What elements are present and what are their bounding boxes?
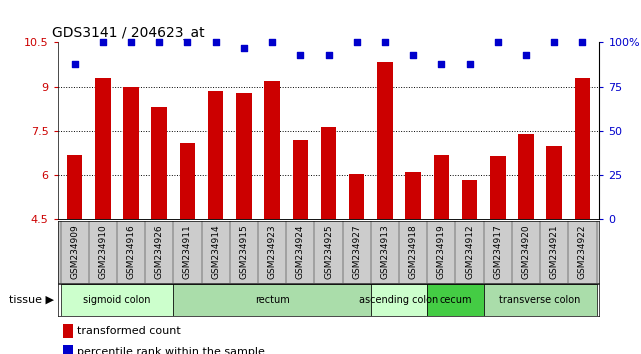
- Bar: [320, 127, 337, 219]
- Text: percentile rank within the sample: percentile rank within the sample: [77, 347, 265, 354]
- Bar: [151, 107, 167, 219]
- Text: GSM234916: GSM234916: [126, 224, 135, 279]
- Bar: [574, 78, 590, 219]
- Point: [352, 40, 362, 45]
- Bar: [60, 284, 173, 316]
- Bar: [173, 284, 371, 316]
- Point: [521, 52, 531, 58]
- Text: GSM234918: GSM234918: [409, 224, 418, 279]
- Bar: [179, 143, 196, 219]
- Bar: [123, 87, 139, 219]
- Bar: [546, 146, 562, 219]
- Bar: [377, 62, 393, 219]
- Bar: [490, 156, 506, 219]
- Text: GSM234925: GSM234925: [324, 224, 333, 279]
- Point: [465, 61, 475, 67]
- Point: [578, 40, 588, 45]
- Point: [69, 61, 79, 67]
- Bar: [518, 134, 534, 219]
- Text: GSM234921: GSM234921: [550, 224, 559, 279]
- Point: [493, 40, 503, 45]
- Point: [238, 45, 249, 51]
- Bar: [208, 91, 224, 219]
- Text: GSM234926: GSM234926: [154, 224, 163, 279]
- Bar: [236, 93, 252, 219]
- Text: GSM234911: GSM234911: [183, 224, 192, 279]
- Text: GDS3141 / 204623_at: GDS3141 / 204623_at: [53, 26, 205, 40]
- Bar: [371, 284, 428, 316]
- Bar: [462, 180, 478, 219]
- Text: GSM234914: GSM234914: [211, 224, 220, 279]
- Point: [182, 40, 192, 45]
- Point: [437, 61, 447, 67]
- Bar: [349, 174, 365, 219]
- Bar: [292, 140, 308, 219]
- Text: transformed count: transformed count: [77, 326, 181, 336]
- Text: GSM234924: GSM234924: [296, 224, 305, 279]
- Text: sigmoid colon: sigmoid colon: [83, 295, 151, 305]
- Bar: [433, 155, 449, 219]
- Point: [549, 40, 560, 45]
- Text: GSM234915: GSM234915: [239, 224, 248, 279]
- Point: [408, 52, 419, 58]
- Text: GSM234910: GSM234910: [98, 224, 107, 279]
- Text: GSM234909: GSM234909: [70, 224, 79, 279]
- Bar: [484, 284, 597, 316]
- Text: GSM234917: GSM234917: [494, 224, 503, 279]
- Text: rectum: rectum: [254, 295, 290, 305]
- Point: [295, 52, 305, 58]
- Text: GSM234923: GSM234923: [267, 224, 276, 279]
- Bar: [405, 172, 421, 219]
- Text: cecum: cecum: [439, 295, 472, 305]
- Point: [97, 40, 108, 45]
- Text: tissue ▶: tissue ▶: [10, 295, 54, 305]
- Text: transverse colon: transverse colon: [499, 295, 581, 305]
- Text: ascending colon: ascending colon: [360, 295, 438, 305]
- Bar: [63, 345, 73, 354]
- Bar: [428, 284, 484, 316]
- Point: [126, 40, 136, 45]
- Text: GSM234927: GSM234927: [352, 224, 362, 279]
- Text: GSM234922: GSM234922: [578, 224, 587, 279]
- Point: [380, 40, 390, 45]
- Bar: [63, 324, 73, 338]
- Bar: [95, 78, 111, 219]
- Bar: [264, 81, 280, 219]
- Text: GSM234913: GSM234913: [381, 224, 390, 279]
- Text: GSM234920: GSM234920: [522, 224, 531, 279]
- Bar: [67, 155, 83, 219]
- Point: [267, 40, 277, 45]
- Point: [210, 40, 221, 45]
- Text: GSM234919: GSM234919: [437, 224, 446, 279]
- Point: [154, 40, 164, 45]
- Point: [323, 52, 333, 58]
- Text: GSM234912: GSM234912: [465, 224, 474, 279]
